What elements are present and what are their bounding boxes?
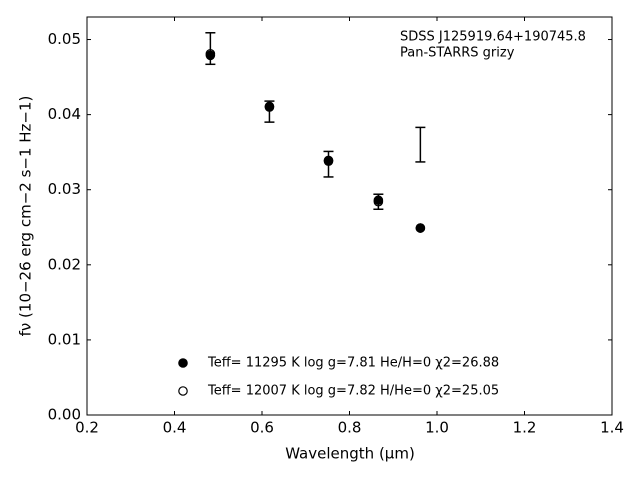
model-point bbox=[373, 196, 384, 207]
legend-marker bbox=[178, 386, 188, 396]
x-tick-label: 1.2 bbox=[513, 419, 537, 437]
model-point bbox=[205, 48, 216, 59]
x-tick-label: 0.2 bbox=[75, 419, 99, 437]
y-tick-label: 0.03 bbox=[48, 180, 81, 198]
x-axis-label: Wavelength (μm) bbox=[285, 445, 415, 463]
model-point bbox=[323, 156, 334, 166]
y-tick-label: 0.02 bbox=[48, 255, 81, 273]
annotation: Pan-STARRS grizy bbox=[400, 46, 515, 61]
y-tick-label: 0.04 bbox=[48, 105, 81, 123]
error-bar bbox=[415, 126, 426, 163]
annotation: SDSS J125919.64+190745.8 bbox=[400, 30, 586, 45]
y-tick-label: 0.01 bbox=[48, 330, 81, 348]
y-tick-label: 0.05 bbox=[48, 30, 81, 48]
x-tick-label: 1.0 bbox=[425, 419, 449, 437]
legend-label: Teff= 11295 K log g=7.81 He/H=0 χ2=26.88 bbox=[207, 356, 499, 371]
y-axis-label: fν (10−26 erg cm−2 s−1 Hz−1) bbox=[17, 96, 35, 337]
model-point bbox=[264, 102, 275, 112]
legend-marker bbox=[178, 358, 188, 368]
model-point bbox=[415, 223, 426, 233]
x-tick-label: 0.4 bbox=[163, 419, 187, 437]
legend-label: Teff= 12007 K log g=7.82 H/He=0 χ2=25.05 bbox=[207, 384, 499, 399]
x-tick-label: 0.6 bbox=[250, 419, 274, 437]
x-tick-label: 0.8 bbox=[338, 419, 362, 437]
x-tick-label: 1.4 bbox=[600, 419, 624, 437]
y-tick-label: 0.00 bbox=[48, 406, 81, 424]
